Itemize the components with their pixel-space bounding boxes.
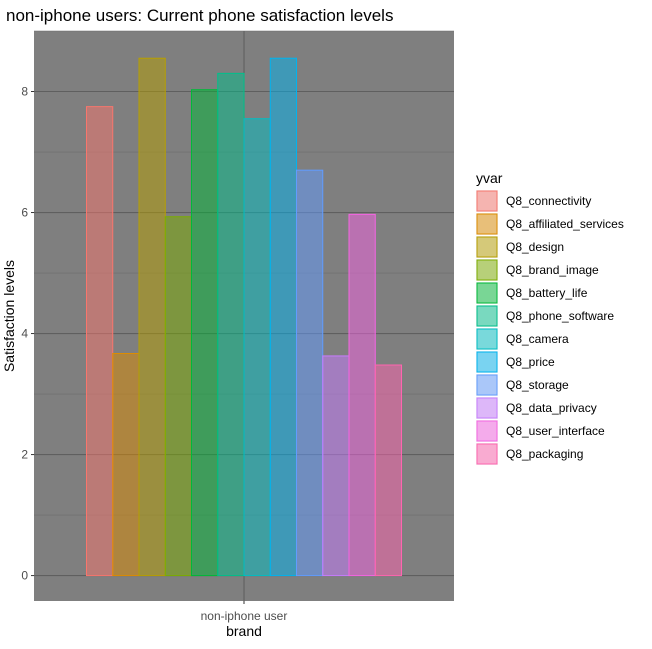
legend-swatch-q8-connectivity [476,190,498,212]
y-axis-ticks: 0 2 4 6 8 [21,85,34,583]
bar-q8-packaging [374,364,402,577]
legend-label: Q8_connectivity [506,194,591,208]
legend-label: Q8_design [506,240,564,254]
legend-swatch-q8-design [476,236,498,258]
y-tick-label: 8 [21,85,28,99]
legend-swatch-q8-user-interface [476,420,498,442]
legend: yvar Q8_connectivity Q8_affiliated_servic… [476,170,624,465]
y-tick-label: 4 [21,327,28,341]
bar-q8-connectivity [86,106,114,577]
x-axis-ticks: non-iphone user [201,601,288,623]
legend-swatch-q8-data-privacy [476,397,498,419]
legend-label: Q8_brand_image [506,263,599,277]
y-axis-title: Satisfaction levels [1,260,17,372]
legend-label: Q8_battery_life [506,286,588,300]
legend-swatch-q8-price [476,351,498,373]
legend-label: Q8_price [506,355,555,369]
x-tick-label: non-iphone user [201,609,288,623]
bar-q8-storage [296,169,324,577]
bar-q8-phone-software [217,72,245,577]
bar-q8-camera [243,118,271,577]
legend-swatch-q8-phone-software [476,305,498,327]
legend-label: Q8_camera [506,332,569,346]
x-axis-title: brand [226,623,262,639]
bar-q8-data-privacy [322,355,350,577]
y-tick-label: 0 [21,569,28,583]
legend-title: yvar [476,170,503,186]
legend-swatch-q8-storage [476,374,498,396]
chart-title: non-iphone users: Current phone satisfac… [6,6,393,25]
bar-q8-brand-image [164,216,192,577]
bar-q8-user-interface [348,213,376,577]
legend-label: Q8_storage [506,378,569,392]
bars [86,57,402,577]
bar-q8-affiliated-services [112,353,140,577]
y-tick-label: 6 [21,206,28,220]
bar-q8-battery-life [191,89,219,577]
bar-q8-price [269,57,297,577]
legend-label: Q8_data_privacy [506,401,597,415]
legend-label: Q8_phone_software [506,309,614,323]
legend-swatch-q8-affiliated-services [476,213,498,235]
legend-swatch-q8-brand-image [476,259,498,281]
legend-swatch-q8-camera [476,328,498,350]
legend-items: Q8_connectivity Q8_affiliated_services Q8_… [476,190,624,465]
legend-label: Q8_user_interface [506,424,605,438]
legend-swatch-q8-packaging [476,443,498,465]
y-tick-label: 2 [21,448,28,462]
legend-swatch-q8-battery-life [476,282,498,304]
bar-q8-design [138,57,166,577]
legend-label: Q8_affiliated_services [506,217,624,231]
legend-label: Q8_packaging [506,447,583,461]
